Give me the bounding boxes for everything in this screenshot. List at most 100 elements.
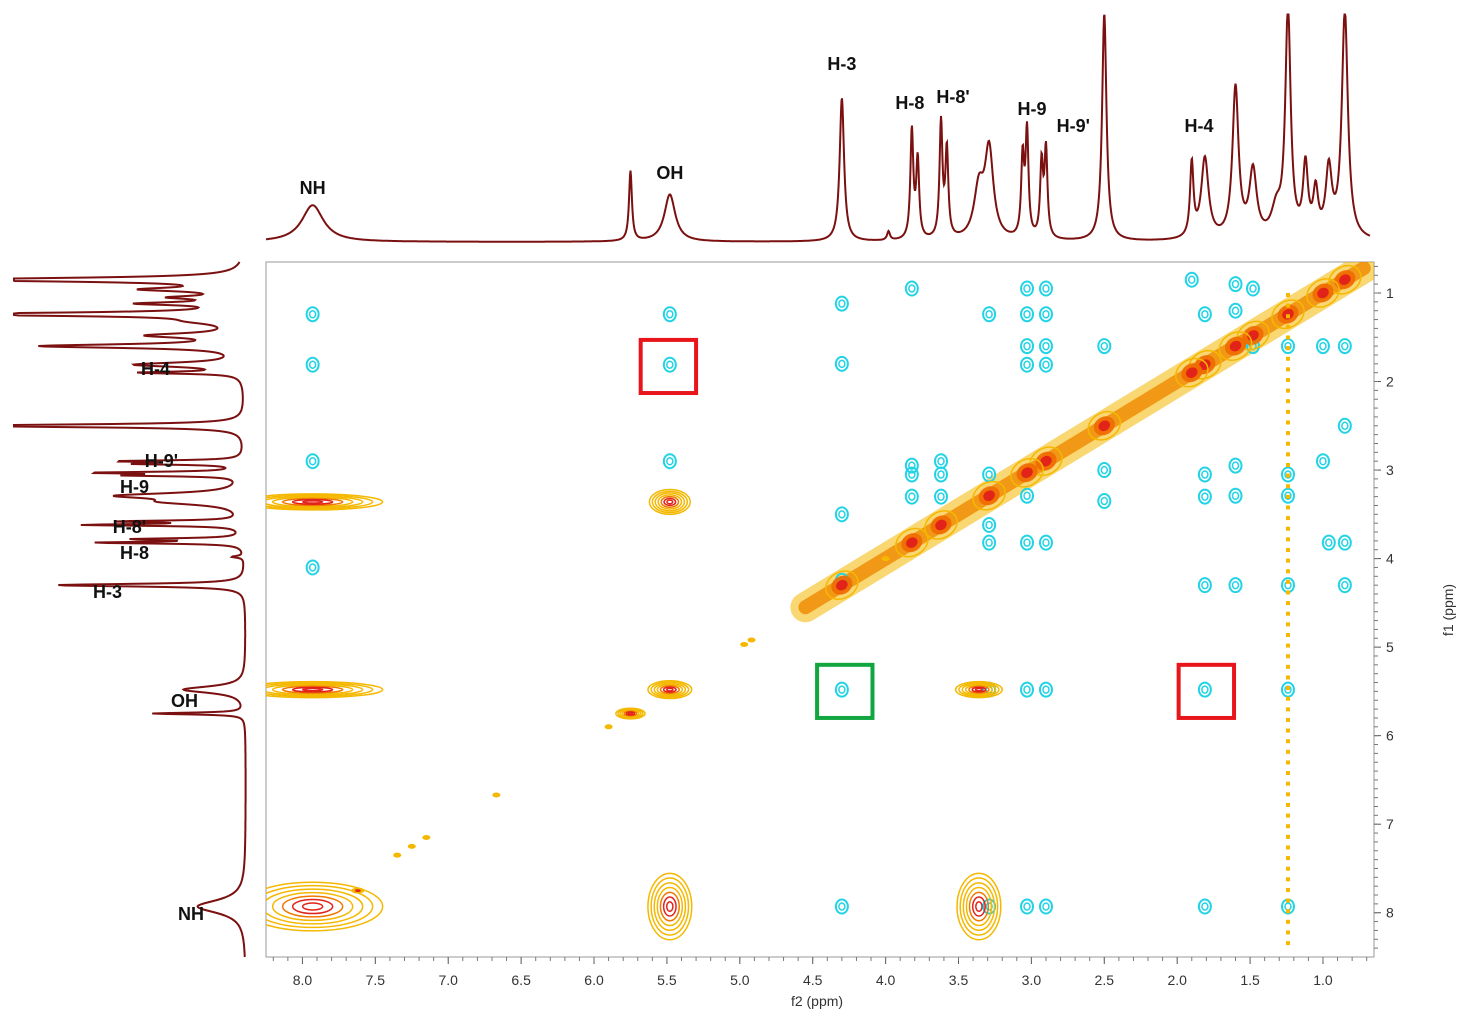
top-peak-label: H-3	[827, 54, 856, 74]
top-peak-label: H-4	[1185, 116, 1214, 136]
diagonal-small-peak	[740, 642, 748, 647]
t1-noise-streak	[1286, 389, 1290, 393]
y-axis-tick-label: 8	[1386, 905, 1394, 921]
diagonal-small-peak	[605, 724, 613, 729]
t1-noise-streak	[1286, 654, 1290, 658]
t1-noise-streak	[1286, 941, 1290, 945]
t1-noise-streak	[1286, 718, 1290, 722]
y-axis-tick-label: 6	[1386, 728, 1394, 744]
y-axis-tick-label: 5	[1386, 639, 1394, 655]
t1-noise-streak	[1286, 548, 1290, 552]
t1-noise-streak	[1286, 729, 1290, 733]
x-axis: 8.0 7.5 7.0 6.5 6.0 5.5 5.0 4.5 4.0 3.5 3.0 2.5 2.0 1…	[273, 957, 1366, 988]
t1-noise-streak	[1286, 814, 1290, 818]
t1-noise-streak	[1286, 612, 1290, 616]
side-peak-label: H-9'	[145, 451, 178, 471]
top-peak-label: H-8	[895, 93, 924, 113]
t1-noise-streak	[1286, 930, 1290, 934]
top-projection-labels: NH OH H-3 H-8 H-8' H-9 H-9' H-4	[300, 54, 1214, 198]
t1-noise-streak	[1286, 633, 1290, 637]
side-projection-labels: H-4H-9'H-9H-8'H-8H-3OHNH	[93, 359, 204, 924]
side-projection-trace	[14, 262, 246, 957]
x-axis-tick-label: 4.0	[876, 972, 896, 988]
t1-noise-streak	[1286, 559, 1290, 563]
t1-noise-streak	[1286, 697, 1290, 701]
t1-noise-streak	[1286, 325, 1290, 329]
y-axis-tick-label: 7	[1386, 816, 1394, 832]
t1-noise-streak	[1286, 314, 1290, 318]
t1-noise-streak	[1286, 346, 1290, 350]
top-peak-label: H-9'	[1057, 116, 1090, 136]
x-axis-tick-label: 8.0	[293, 972, 313, 988]
x-axis-tick-label: 5.0	[730, 972, 750, 988]
y-axis-tick-label: 1	[1386, 285, 1394, 301]
t1-noise-streak	[1286, 707, 1290, 711]
t1-noise-streak	[1286, 537, 1290, 541]
x-axis-tick-label: 7.0	[439, 972, 459, 988]
top-peak-label: H-9	[1018, 99, 1047, 119]
t1-noise-streak	[1286, 410, 1290, 414]
t1-noise-streak	[1286, 856, 1290, 860]
diagonal-small-peak	[747, 638, 755, 643]
t1-noise-streak	[1286, 304, 1290, 308]
t1-noise-streak	[1286, 463, 1290, 467]
x-axis-tick-label: 1.0	[1313, 972, 1333, 988]
t1-noise-streak	[1286, 622, 1290, 626]
t1-noise-streak	[1286, 431, 1290, 435]
t1-noise-streak	[1286, 367, 1290, 371]
x-axis-tick-label: 2.0	[1167, 972, 1187, 988]
t1-noise-streak	[1286, 378, 1290, 382]
positive-cross-peak-contour	[357, 890, 359, 891]
side-peak-label: H-8'	[113, 517, 146, 537]
x-axis-tick-label: 6.0	[584, 972, 604, 988]
t1-noise-streak	[1286, 750, 1290, 754]
t1-noise-streak	[1286, 899, 1290, 903]
t1-noise-streak	[1286, 782, 1290, 786]
top-peak-label: OH	[656, 163, 683, 183]
t1-noise-streak	[1286, 920, 1290, 924]
t1-noise-streak	[1286, 452, 1290, 456]
diagonal-small-peak	[393, 853, 401, 858]
y-axis-tick-label: 2	[1386, 374, 1394, 390]
t1-noise-streak	[1286, 803, 1290, 807]
diagonal-small-peak	[882, 556, 890, 561]
t1-noise-streak	[1286, 877, 1290, 881]
t1-noise-streak	[1286, 590, 1290, 594]
t1-noise-streak	[1286, 760, 1290, 764]
t1-noise-streak	[1286, 505, 1290, 509]
t1-noise-streak	[1286, 420, 1290, 424]
t1-noise-streak	[1286, 442, 1290, 446]
t1-noise-streak	[1286, 357, 1290, 361]
x-axis-tick-label: 1.5	[1240, 972, 1260, 988]
top-peak-label: NH	[300, 178, 326, 198]
side-peak-label: H-3	[93, 582, 122, 602]
t1-noise-streak	[1286, 771, 1290, 775]
t1-noise-streak	[1286, 474, 1290, 478]
y-axis-title: f1 (ppm)	[1440, 584, 1456, 636]
t1-noise-streak	[1286, 739, 1290, 743]
side-peak-label: H-4	[141, 359, 170, 379]
x-axis-title: f2 (ppm)	[791, 993, 843, 1009]
t1-noise-streak	[1286, 516, 1290, 520]
x-axis-tick-label: 6.5	[511, 972, 531, 988]
t1-noise-streak	[1286, 601, 1290, 605]
t1-noise-streak	[1286, 644, 1290, 648]
x-axis-tick-label: 2.5	[1095, 972, 1115, 988]
t1-noise-streak	[1286, 835, 1290, 839]
t1-noise-streak	[1286, 867, 1290, 871]
side-peak-label: NH	[178, 904, 204, 924]
side-peak-label: OH	[171, 691, 198, 711]
diagonal-small-peak	[408, 844, 416, 849]
side-peak-label: H-9	[120, 477, 149, 497]
side-projection-spectrum	[14, 262, 246, 957]
t1-noise-streak	[1286, 824, 1290, 828]
x-axis-tick-label: 4.5	[803, 972, 823, 988]
t1-noise-streak	[1286, 399, 1290, 403]
t1-noise-streak	[1286, 335, 1290, 339]
x-axis-tick-label: 5.5	[657, 972, 677, 988]
x-axis-tick-label: 3.5	[949, 972, 969, 988]
top-peak-label: H-8'	[936, 87, 969, 107]
t1-noise-streak	[1286, 675, 1290, 679]
t1-noise-streak	[1286, 909, 1290, 913]
